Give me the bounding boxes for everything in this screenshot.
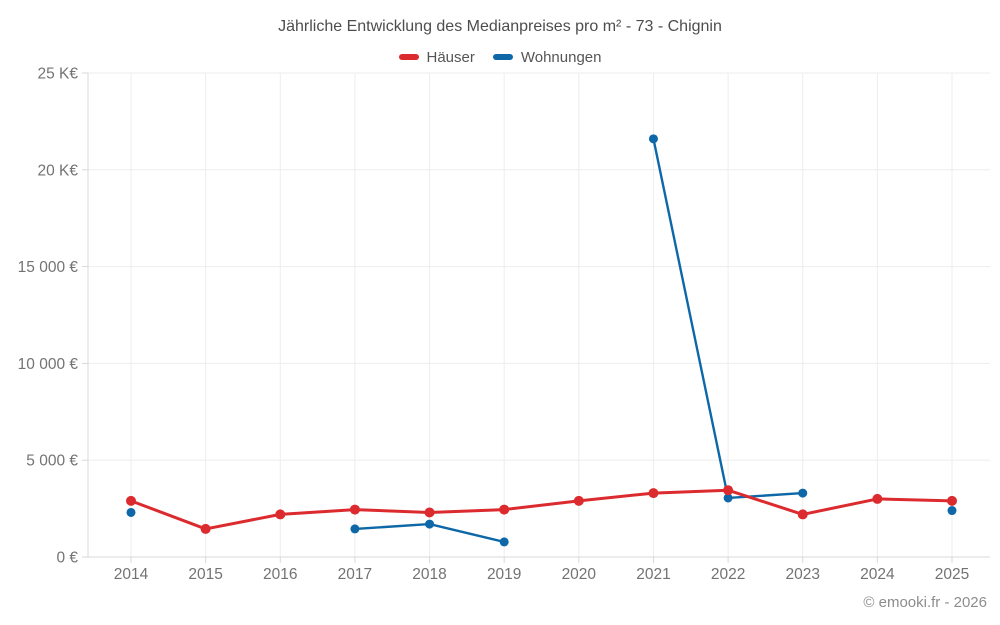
svg-text:2021: 2021 xyxy=(636,566,670,583)
legend-label-haeuser: Häuser xyxy=(426,48,475,66)
svg-text:20 K€: 20 K€ xyxy=(37,162,78,179)
chart-title: Jährliche Entwicklung des Medianpreises … xyxy=(278,18,722,35)
svg-text:2015: 2015 xyxy=(188,566,222,583)
svg-text:2022: 2022 xyxy=(711,566,745,583)
copyright-text: © emooki.fr - 2026 xyxy=(863,594,987,611)
svg-text:5 000 €: 5 000 € xyxy=(26,453,78,470)
chart-legend: Häuser Wohnungen xyxy=(0,48,1000,66)
haeuser-color-swatch-icon xyxy=(398,54,419,60)
legend-label-wohnungen: Wohnungen xyxy=(520,48,602,66)
legend-item-wohnungen[interactable]: Wohnungen xyxy=(492,48,602,66)
svg-text:2020: 2020 xyxy=(562,566,597,583)
svg-text:15 000 €: 15 000 € xyxy=(18,259,79,276)
svg-text:2023: 2023 xyxy=(785,566,819,583)
svg-text:2024: 2024 xyxy=(860,566,895,583)
svg-text:2025: 2025 xyxy=(935,566,969,583)
svg-text:25 K€: 25 K€ xyxy=(37,66,78,83)
svg-text:2014: 2014 xyxy=(114,566,149,583)
svg-text:10 000 €: 10 000 € xyxy=(18,356,79,373)
svg-text:2018: 2018 xyxy=(412,566,446,583)
svg-text:2016: 2016 xyxy=(263,566,297,583)
svg-text:2017: 2017 xyxy=(338,566,372,583)
svg-text:2019: 2019 xyxy=(487,566,521,583)
wohnungen-color-swatch-icon xyxy=(492,54,513,60)
svg-text:0 €: 0 € xyxy=(56,550,78,567)
legend-item-haeuser[interactable]: Häuser xyxy=(398,48,475,66)
